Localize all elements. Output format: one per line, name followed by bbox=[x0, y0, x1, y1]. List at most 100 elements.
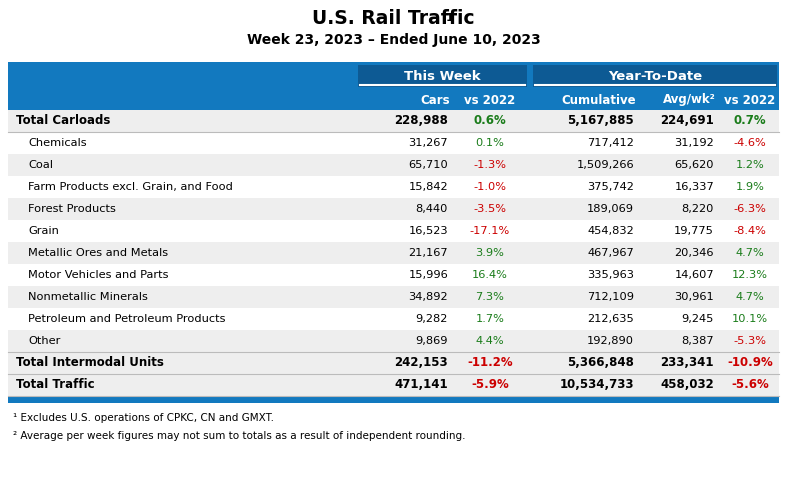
Text: -8.4%: -8.4% bbox=[733, 226, 767, 236]
Bar bbox=[8, 352, 779, 374]
Bar bbox=[8, 242, 779, 264]
Bar bbox=[8, 330, 779, 352]
Text: 458,032: 458,032 bbox=[660, 379, 714, 392]
Text: Petroleum and Petroleum Products: Petroleum and Petroleum Products bbox=[28, 314, 226, 324]
Text: ¹ Excludes U.S. operations of CPKC, CN and GMXT.: ¹ Excludes U.S. operations of CPKC, CN a… bbox=[13, 413, 274, 423]
Text: -17.1%: -17.1% bbox=[470, 226, 510, 236]
Text: 5,167,885: 5,167,885 bbox=[567, 115, 634, 128]
Text: 15,996: 15,996 bbox=[408, 270, 448, 280]
Text: -10.9%: -10.9% bbox=[727, 357, 773, 370]
Text: 1,509,266: 1,509,266 bbox=[576, 160, 634, 170]
Text: Total Carloads: Total Carloads bbox=[16, 115, 110, 128]
Text: 1.7%: 1.7% bbox=[475, 314, 504, 324]
Text: 467,967: 467,967 bbox=[587, 248, 634, 258]
Text: 1.9%: 1.9% bbox=[736, 182, 764, 192]
Text: Grain: Grain bbox=[28, 226, 59, 236]
Text: 717,412: 717,412 bbox=[587, 138, 634, 148]
Bar bbox=[8, 286, 779, 308]
Text: This Week: This Week bbox=[405, 70, 481, 83]
Text: 21,167: 21,167 bbox=[408, 248, 448, 258]
Text: -5.3%: -5.3% bbox=[733, 336, 767, 346]
Text: 65,710: 65,710 bbox=[408, 160, 448, 170]
Text: Metallic Ores and Metals: Metallic Ores and Metals bbox=[28, 248, 168, 258]
Text: 34,892: 34,892 bbox=[408, 292, 448, 302]
Text: 9,869: 9,869 bbox=[416, 336, 448, 346]
Text: 65,620: 65,620 bbox=[674, 160, 714, 170]
Text: Cumulative: Cumulative bbox=[561, 94, 636, 107]
Text: 1: 1 bbox=[445, 13, 453, 23]
Text: 712,109: 712,109 bbox=[587, 292, 634, 302]
Text: 16,337: 16,337 bbox=[674, 182, 714, 192]
Text: Forest Products: Forest Products bbox=[28, 204, 116, 214]
Text: U.S. Rail Traffic: U.S. Rail Traffic bbox=[312, 9, 475, 27]
Text: -11.2%: -11.2% bbox=[467, 357, 513, 370]
Text: vs 2022: vs 2022 bbox=[464, 94, 515, 107]
Text: -1.3%: -1.3% bbox=[474, 160, 507, 170]
Text: 9,282: 9,282 bbox=[416, 314, 448, 324]
Text: Chemicals: Chemicals bbox=[28, 138, 87, 148]
Text: Year-To-Date: Year-To-Date bbox=[608, 70, 702, 83]
Text: 224,691: 224,691 bbox=[660, 115, 714, 128]
Text: 3.9%: 3.9% bbox=[475, 248, 504, 258]
Text: 471,141: 471,141 bbox=[394, 379, 448, 392]
Text: 16,523: 16,523 bbox=[408, 226, 448, 236]
Text: -4.6%: -4.6% bbox=[733, 138, 767, 148]
Bar bbox=[8, 110, 779, 132]
Text: Week 23, 2023 – Ended June 10, 2023: Week 23, 2023 – Ended June 10, 2023 bbox=[246, 33, 541, 47]
Text: 15,842: 15,842 bbox=[408, 182, 448, 192]
Text: Total Traffic: Total Traffic bbox=[16, 379, 94, 392]
Text: Nonmetallic Minerals: Nonmetallic Minerals bbox=[28, 292, 148, 302]
Text: 228,988: 228,988 bbox=[394, 115, 448, 128]
Text: 335,963: 335,963 bbox=[587, 270, 634, 280]
Text: 189,069: 189,069 bbox=[587, 204, 634, 214]
Text: -5.9%: -5.9% bbox=[471, 379, 509, 392]
Text: 30,961: 30,961 bbox=[674, 292, 714, 302]
Text: 375,742: 375,742 bbox=[587, 182, 634, 192]
Text: 8,387: 8,387 bbox=[682, 336, 714, 346]
Text: 31,267: 31,267 bbox=[408, 138, 448, 148]
Text: -6.3%: -6.3% bbox=[733, 204, 767, 214]
Text: 4.7%: 4.7% bbox=[736, 292, 764, 302]
Bar bbox=[8, 90, 779, 110]
Bar bbox=[8, 220, 779, 242]
Text: 0.6%: 0.6% bbox=[474, 115, 506, 128]
Bar bbox=[358, 65, 527, 87]
Text: 8,220: 8,220 bbox=[682, 204, 714, 214]
Text: Coal: Coal bbox=[28, 160, 53, 170]
Text: vs 2022: vs 2022 bbox=[724, 94, 776, 107]
Text: -5.6%: -5.6% bbox=[731, 379, 769, 392]
Text: 5,366,848: 5,366,848 bbox=[567, 357, 634, 370]
Bar bbox=[8, 176, 779, 198]
Bar bbox=[8, 132, 779, 154]
Text: Other: Other bbox=[28, 336, 61, 346]
Text: 7.3%: 7.3% bbox=[475, 292, 504, 302]
Bar bbox=[8, 308, 779, 330]
Text: 454,832: 454,832 bbox=[587, 226, 634, 236]
Text: 212,635: 212,635 bbox=[587, 314, 634, 324]
Text: 10.1%: 10.1% bbox=[732, 314, 768, 324]
Text: 14,607: 14,607 bbox=[674, 270, 714, 280]
Text: 0.1%: 0.1% bbox=[475, 138, 504, 148]
Text: ² Average per week figures may not sum to totals as a result of independent roun: ² Average per week figures may not sum t… bbox=[13, 431, 465, 441]
Text: 4.7%: 4.7% bbox=[736, 248, 764, 258]
Text: 1.2%: 1.2% bbox=[736, 160, 764, 170]
Text: 12.3%: 12.3% bbox=[732, 270, 768, 280]
Bar bbox=[8, 62, 779, 90]
Text: 16.4%: 16.4% bbox=[472, 270, 508, 280]
Text: 4.4%: 4.4% bbox=[475, 336, 504, 346]
Text: 9,245: 9,245 bbox=[682, 314, 714, 324]
Text: -1.0%: -1.0% bbox=[474, 182, 507, 192]
Text: Cars: Cars bbox=[420, 94, 450, 107]
Text: Motor Vehicles and Parts: Motor Vehicles and Parts bbox=[28, 270, 168, 280]
Text: 0.7%: 0.7% bbox=[733, 115, 767, 128]
Text: Avg/wk²: Avg/wk² bbox=[663, 94, 716, 107]
Bar bbox=[8, 154, 779, 176]
Bar bbox=[533, 65, 777, 87]
Text: Farm Products excl. Grain, and Food: Farm Products excl. Grain, and Food bbox=[28, 182, 233, 192]
Text: 8,440: 8,440 bbox=[416, 204, 448, 214]
Bar bbox=[8, 396, 779, 403]
Bar bbox=[8, 198, 779, 220]
Text: 242,153: 242,153 bbox=[394, 357, 448, 370]
Text: Total Intermodal Units: Total Intermodal Units bbox=[16, 357, 164, 370]
Text: 20,346: 20,346 bbox=[674, 248, 714, 258]
